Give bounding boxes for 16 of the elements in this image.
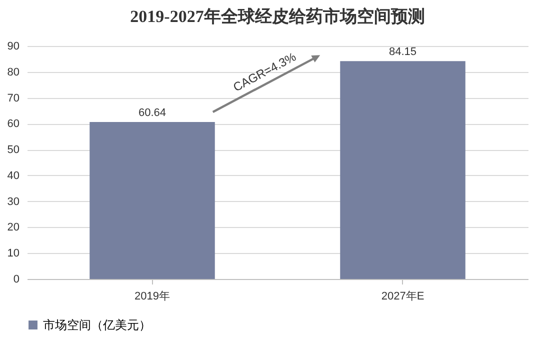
y-tick-label: 60 bbox=[7, 118, 20, 130]
y-tick-label: 50 bbox=[7, 144, 20, 156]
data-label: 60.64 bbox=[138, 107, 166, 120]
y-tick-label: 0 bbox=[13, 274, 20, 286]
data-label: 84.15 bbox=[388, 46, 417, 58]
y-tick-label: 80 bbox=[7, 66, 20, 78]
y-tick-label: 20 bbox=[7, 222, 20, 234]
y-tick-label: 30 bbox=[7, 196, 20, 208]
y-tick-label: 40 bbox=[7, 170, 20, 182]
chart-title: 2019-2027年全球经皮给药市场空间预测 bbox=[130, 7, 425, 26]
x-tick-label: 2019年 bbox=[134, 290, 170, 302]
legend-label: 市场空间（亿美元） bbox=[43, 318, 151, 332]
y-tick-label: 90 bbox=[7, 40, 20, 52]
x-tick-label: 2027年E bbox=[381, 290, 424, 302]
y-tick-label: 70 bbox=[7, 92, 20, 104]
y-tick-label: 10 bbox=[7, 248, 20, 260]
